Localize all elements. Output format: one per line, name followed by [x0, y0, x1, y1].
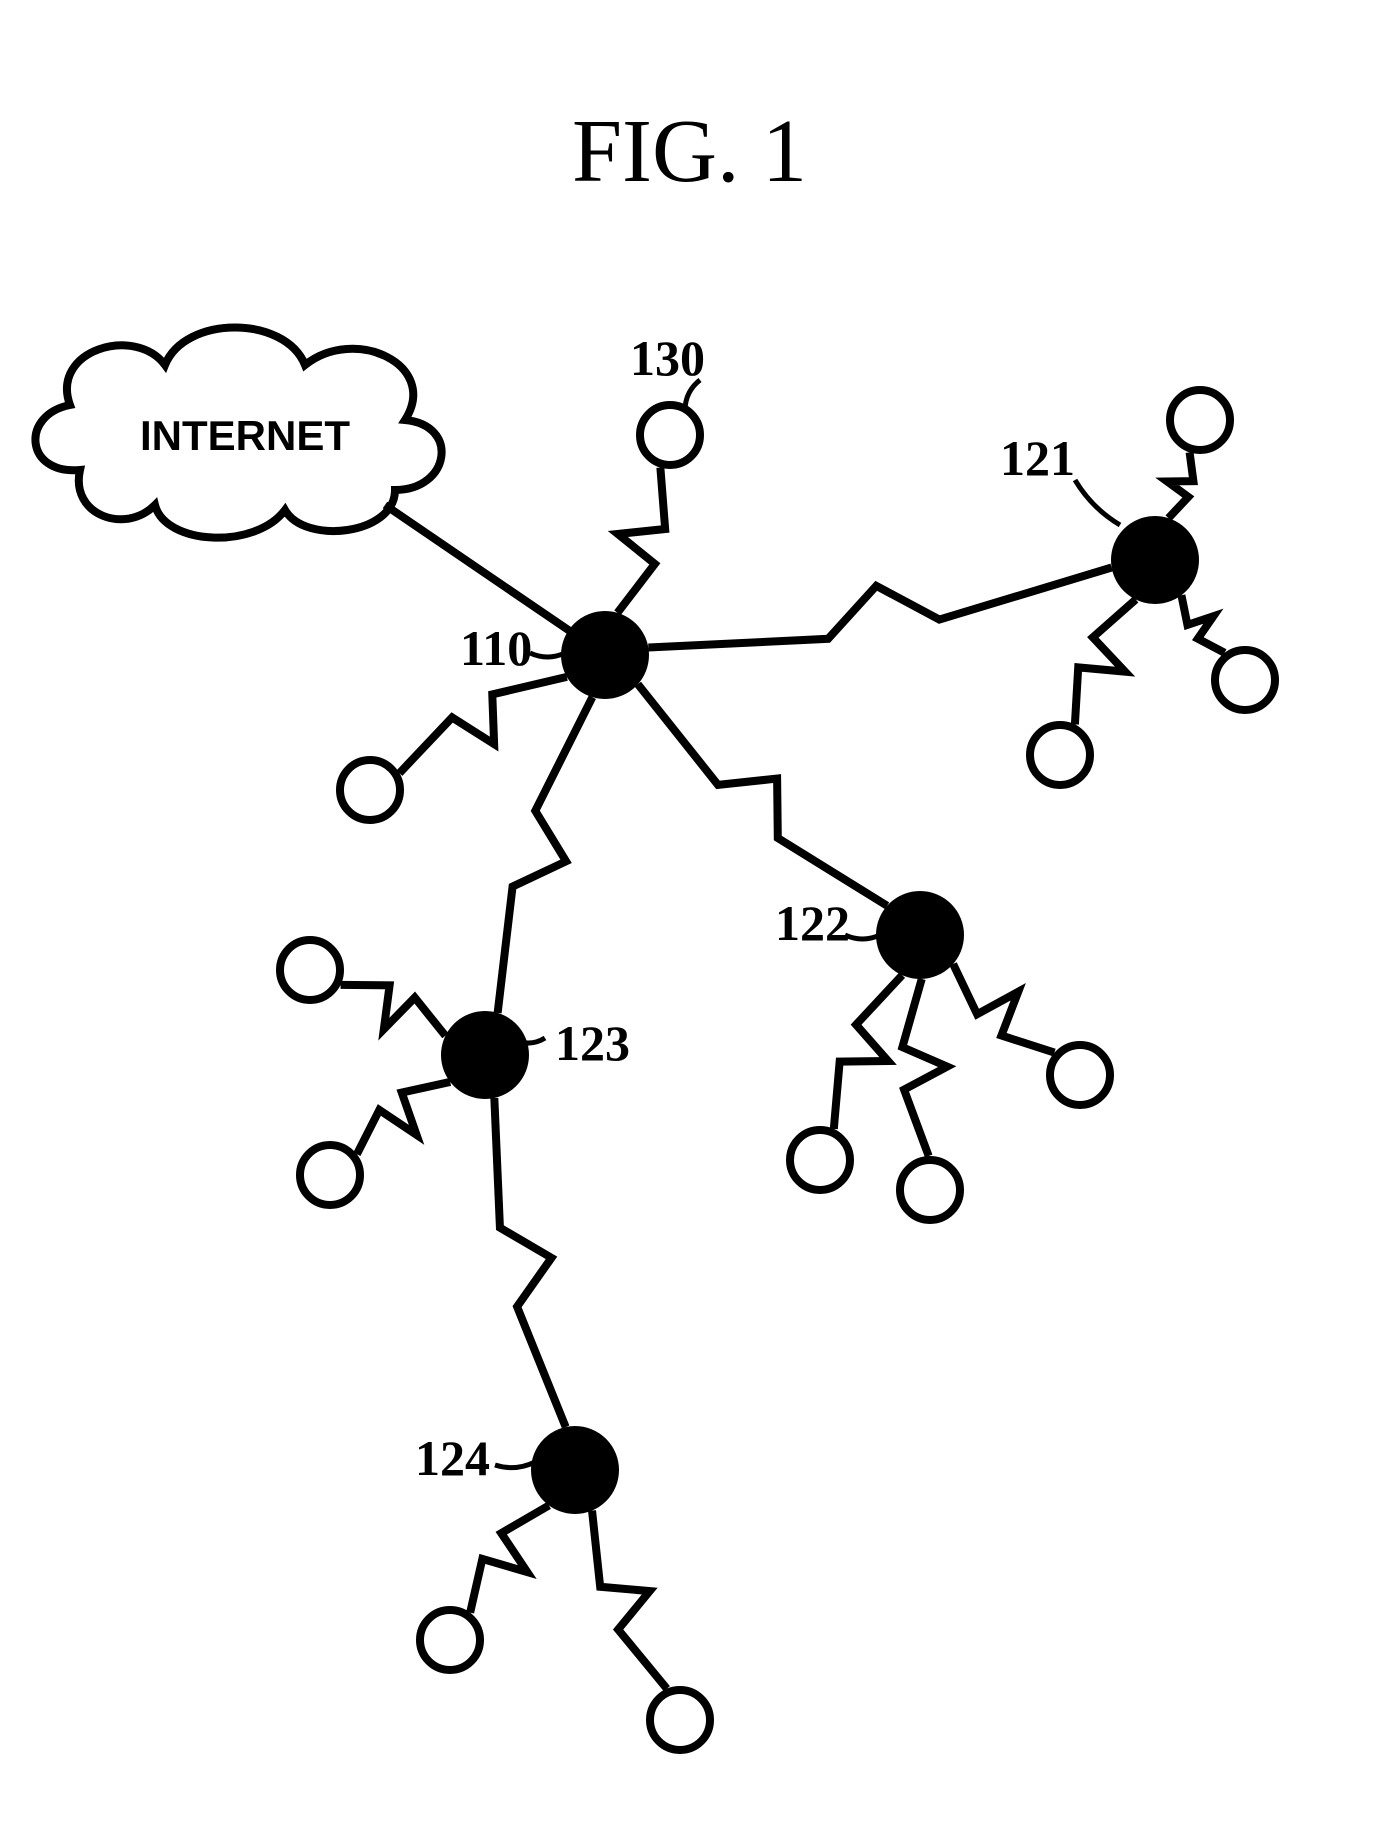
node-label: 130: [630, 330, 705, 386]
wireless-link-icon: [902, 979, 947, 1156]
wireless-link-icon: [498, 697, 593, 1013]
router-node: [1115, 520, 1195, 600]
client-node: [900, 1160, 960, 1220]
wireless-link-icon: [953, 964, 1054, 1053]
node-label: 121: [1000, 430, 1075, 486]
label-leader: [495, 1462, 535, 1468]
wireless-link-icon: [648, 567, 1111, 647]
client-node: [280, 940, 340, 1000]
client-node: [650, 1690, 710, 1750]
wireless-link-icon: [494, 1098, 565, 1427]
client-node: [1050, 1045, 1110, 1105]
node-label: 123: [555, 1015, 630, 1071]
wireless-link-icon: [1167, 452, 1193, 518]
network-diagram: INTERNET 110 121 122 123 124 130: [0, 0, 1379, 1843]
client-node: [1215, 650, 1275, 710]
client-node: [790, 1130, 850, 1190]
wireless-link-icon: [357, 1082, 450, 1154]
node-label: 122: [775, 895, 850, 951]
label-leader: [530, 653, 565, 657]
label-leader: [845, 935, 880, 939]
wireless-link-icon: [399, 677, 566, 773]
client-node: [340, 760, 400, 820]
router-node: [880, 895, 960, 975]
label-leader: [1075, 480, 1120, 525]
wireless-link-icon: [617, 468, 665, 613]
wireless-link-icon: [1181, 595, 1224, 653]
client-node: [640, 405, 700, 465]
wired-link: [385, 505, 570, 631]
wireless-link-icon: [1075, 600, 1136, 725]
wireless-link-icon: [470, 1505, 549, 1612]
internet-label: INTERNET: [140, 412, 350, 459]
node-label: 124: [415, 1430, 490, 1486]
router-node: [445, 1015, 525, 1095]
internet-cloud-icon: INTERNET: [35, 328, 441, 538]
client-node: [300, 1145, 360, 1205]
wireless-link-icon: [592, 1511, 667, 1689]
router-node: [535, 1430, 615, 1510]
router-node: [565, 615, 645, 695]
client-node: [420, 1610, 480, 1670]
client-node: [1170, 390, 1230, 450]
client-node: [1030, 725, 1090, 785]
node-label: 110: [460, 620, 532, 676]
figure-page: FIG. 1 INTERNET 110 121 122 123 124 130: [0, 0, 1379, 1843]
wireless-link-icon: [638, 684, 887, 906]
figure-title: FIG. 1: [0, 100, 1379, 203]
wireless-link-icon: [341, 985, 446, 1036]
